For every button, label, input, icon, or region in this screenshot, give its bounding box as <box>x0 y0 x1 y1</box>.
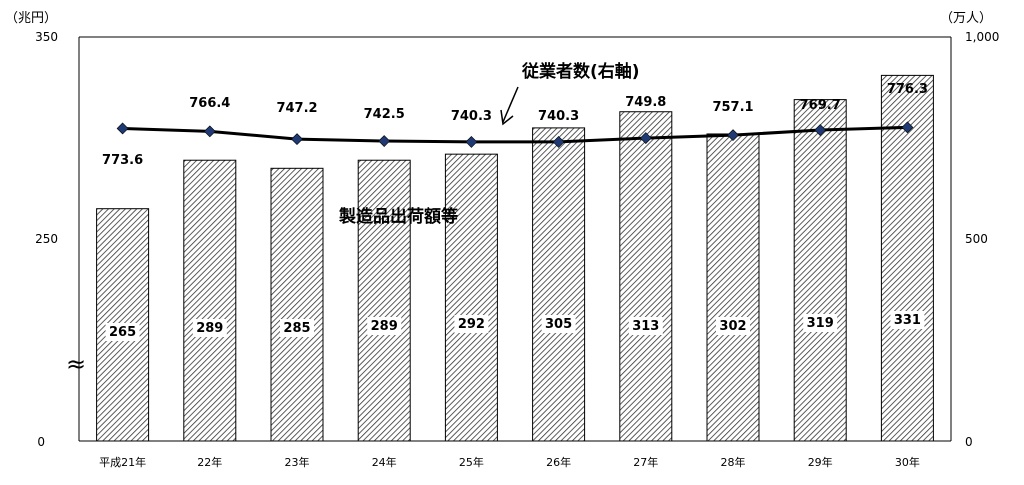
category-label-7: 28年 <box>721 455 746 469</box>
right-axis-unit: （万人） <box>940 11 992 26</box>
series-label-shipments: 製造品出荷額等 <box>338 206 458 227</box>
employees-marker-8 <box>814 124 827 136</box>
category-label-9: 30年 <box>895 455 920 469</box>
series-label-employees: 従業者数(右軸) <box>521 61 640 82</box>
employees-value-label-3: 742.5 <box>364 107 405 122</box>
bar-value-label-6: 313 <box>632 319 659 334</box>
employees-marker-6 <box>639 132 652 145</box>
right-tick-1000: 1,000 <box>965 30 999 44</box>
category-label-6: 27年 <box>633 455 658 469</box>
left-tick-350: 350 <box>35 30 58 44</box>
employees-marker-9 <box>901 121 914 134</box>
bars-layer <box>96 74 934 442</box>
bar-label-bg-5 <box>541 315 576 333</box>
bar-label-bg-0 <box>105 323 140 341</box>
bar-1 <box>183 159 237 442</box>
employees-marker-4 <box>465 135 478 148</box>
employees-value-label-9: 776.3 <box>887 82 928 97</box>
bar-5 <box>532 127 586 442</box>
left-tick-250: 250 <box>35 232 58 246</box>
bar-7 <box>706 133 760 442</box>
bar-label-bg-8 <box>803 314 838 332</box>
category-label-1: 22年 <box>197 455 222 469</box>
bar-label-bg-3 <box>367 317 402 335</box>
employees-value-label-1: 766.4 <box>189 96 230 111</box>
employees-value-label-0: 773.6 <box>102 153 143 168</box>
right-tick-500: 500 <box>965 232 988 246</box>
bar-value-label-5: 305 <box>545 317 572 332</box>
bar-label-bg-2 <box>280 319 314 337</box>
employees-marker-7 <box>727 129 739 142</box>
employees-value-label-2: 747.2 <box>276 101 317 116</box>
category-label-0: 平成21年 <box>99 455 146 469</box>
employees-value-label-8: 769.7 <box>800 98 841 113</box>
bar-labels-layer: 265 289 285 289 292 305 313 302 319 331 <box>105 311 925 341</box>
employees-value-label-7: 757.1 <box>712 100 753 115</box>
bar-6 <box>619 111 673 442</box>
category-label-5: 26年 <box>546 455 571 469</box>
employees-marker-1 <box>203 125 216 138</box>
category-label-3: 24年 <box>372 455 397 469</box>
bar-value-label-1: 289 <box>196 321 223 336</box>
right-tick-0: 0 <box>965 435 973 449</box>
category-label-2: 23年 <box>285 455 310 469</box>
category-label-8: 29年 <box>808 455 833 469</box>
employees-marker-2 <box>291 133 303 146</box>
bar-value-label-3: 289 <box>371 319 398 334</box>
bar-2 <box>270 167 324 442</box>
bar-label-bg-7 <box>716 317 750 335</box>
bar-value-label-0: 265 <box>109 325 136 340</box>
bar-label-bg-6 <box>628 317 663 335</box>
bar-label-bg-4 <box>454 315 489 333</box>
bar-value-label-2: 285 <box>283 321 310 336</box>
employees-marker-5 <box>552 135 565 148</box>
bar-label-bg-9 <box>890 311 925 329</box>
left-axis-unit: （兆円） <box>5 11 57 26</box>
bar-label-bg-1 <box>192 319 227 337</box>
employees-value-label-5: 740.3 <box>538 109 579 124</box>
category-labels: 平成21年 22年 23年 24年 25年 26年 27年 28年 29年 30年 <box>99 455 920 469</box>
series-arrow <box>500 86 519 126</box>
axis-break-mark: ≈ <box>66 350 86 378</box>
line-layer: 773.6 766.4 747.2 742.5 740.3 740.3 749.8 757.1… <box>102 82 928 168</box>
bar-3 <box>357 159 411 442</box>
bar-4 <box>444 153 498 442</box>
bar-8 <box>793 99 847 442</box>
employees-marker-3 <box>378 135 391 147</box>
bar-value-label-9: 331 <box>894 313 921 328</box>
employees-line <box>122 125 908 144</box>
bar-value-label-4: 292 <box>458 317 485 332</box>
employees-marker-0 <box>116 122 129 135</box>
left-tick-0: 0 <box>37 435 45 449</box>
employees-value-label-6: 749.8 <box>625 95 666 110</box>
bar-value-label-7: 302 <box>719 319 746 334</box>
bar-9 <box>880 74 934 442</box>
bar-value-label-8: 319 <box>807 316 834 331</box>
employees-value-label-4: 740.3 <box>451 109 492 124</box>
category-label-4: 25年 <box>459 455 484 469</box>
